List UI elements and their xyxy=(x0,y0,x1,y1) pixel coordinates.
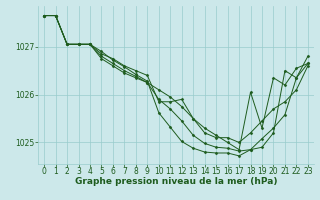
X-axis label: Graphe pression niveau de la mer (hPa): Graphe pression niveau de la mer (hPa) xyxy=(75,177,277,186)
